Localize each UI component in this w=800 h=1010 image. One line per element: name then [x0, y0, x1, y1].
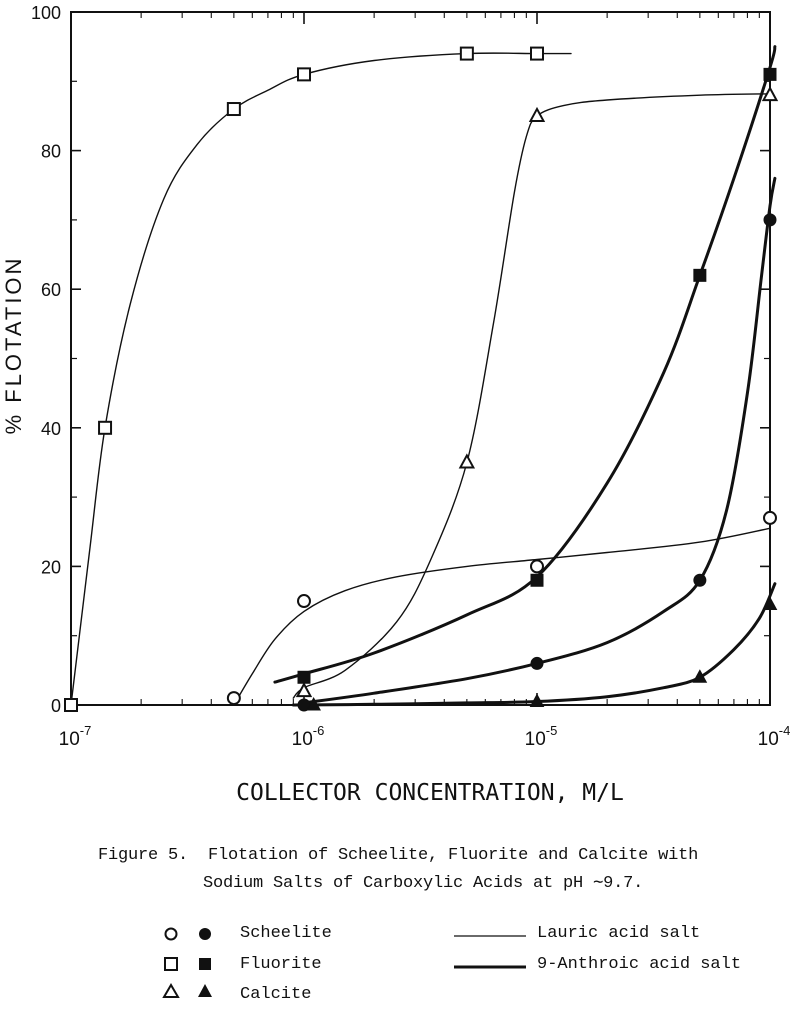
legend-scheelite-lauric-circle-open-icon: [164, 927, 178, 941]
scheelite-anthroic-point: [530, 656, 544, 670]
legend-symbols: [162, 927, 212, 998]
fluorite-lauric-curve: [70, 52, 572, 706]
scheelite-lauric-point: [297, 594, 311, 609]
legend-anthroic-label: 9-Anthroic acid salt: [537, 955, 742, 974]
calcite-anthroic-point: [762, 596, 778, 611]
legend-fluorite-label: Fluorite: [240, 955, 322, 974]
figure-caption-line-2: Sodium Salts of Carboxylic Acids at pH ∼…: [203, 874, 644, 893]
calcite-anthroic-curve: [291, 582, 777, 707]
markers: [64, 46, 779, 712]
scheelite-lauric-curve: [233, 527, 771, 706]
scheelite-anthroic-point: [763, 213, 777, 227]
figure-caption-line-1: Figure 5. Flotation of Scheelite, Fluori…: [98, 846, 699, 865]
legend-calcite-label: Calcite: [240, 985, 312, 1004]
plot-frame: [70, 11, 771, 706]
flotation-chart: 0 20 40 60 80 100 10-7 10-6 10-5 10-4 % FLOTATIO…: [1, 3, 791, 806]
legend-calcite-anthroic-triangle-filled-icon: [198, 984, 212, 997]
y-tick-label: 40: [41, 419, 61, 439]
legend-fluorite-anthroic-square-filled-icon: [199, 958, 211, 970]
curves: [70, 45, 777, 707]
plot-border: [70, 11, 771, 706]
fluorite-anthroic-point: [693, 268, 707, 282]
fluorite-anthroic-point: [530, 573, 544, 587]
legend-scheelite-anthroic-circle-filled-icon: [199, 928, 211, 940]
fluorite-lauric-point: [459, 46, 474, 61]
calcite-anthroic-point: [692, 669, 708, 683]
x-tick-label: 10-5: [525, 723, 558, 750]
legend-calcite-lauric-triangle-open-icon: [162, 983, 180, 998]
calcite-anthroic-point: [306, 696, 321, 711]
calcite-lauric-point: [458, 453, 476, 469]
calcite-anthroic-point: [529, 693, 545, 708]
legend-fluorite-lauric-square-open-icon: [164, 957, 178, 971]
scheelite-anthroic-curve: [302, 176, 777, 705]
fluorite-lauric-point: [297, 67, 311, 82]
calcite-lauric-point: [761, 86, 779, 102]
fluorite-lauric-point: [226, 102, 241, 117]
scheelite-lauric-point: [530, 559, 544, 574]
x-tick-label: 10-6: [292, 723, 325, 750]
y-tick-label: 20: [41, 557, 61, 577]
calcite-lauric-curve: [292, 93, 771, 699]
x-axis-ticks: 10-7 10-6 10-5 10-4: [59, 12, 791, 750]
calcite-lauric-point: [528, 106, 546, 122]
scheelite-lauric-point: [763, 510, 777, 525]
fluorite-lauric-point: [530, 46, 544, 61]
fluorite-anthroic-point: [763, 67, 777, 81]
y-tick-label: 100: [31, 3, 61, 23]
legend-scheelite-label: Scheelite: [240, 924, 332, 943]
y-axis-label: % FLOTATION: [1, 256, 26, 435]
fluorite-lauric-point: [98, 420, 113, 435]
y-tick-label: 60: [41, 280, 61, 300]
x-axis-label: COLLECTOR CONCENTRATION, M/L: [236, 780, 624, 806]
y-tick-label: 80: [41, 142, 61, 162]
x-tick-label: 10-4: [758, 723, 791, 750]
fluorite-lauric-point: [64, 698, 78, 712]
scheelite-anthroic-point: [693, 573, 707, 587]
y-axis-ticks: 0 20 40 60 80 100: [31, 3, 770, 716]
y-tick-label: 0: [51, 696, 61, 716]
fluorite-anthroic-point: [297, 670, 311, 684]
fluorite-anthroic-curve: [273, 45, 777, 684]
legend-lauric-label: Lauric acid salt: [537, 924, 701, 943]
calcite-lauric-point: [295, 682, 313, 698]
scheelite-lauric-point: [226, 691, 241, 706]
x-tick-label: 10-7: [59, 723, 92, 750]
legend-line-samples: [454, 935, 526, 969]
